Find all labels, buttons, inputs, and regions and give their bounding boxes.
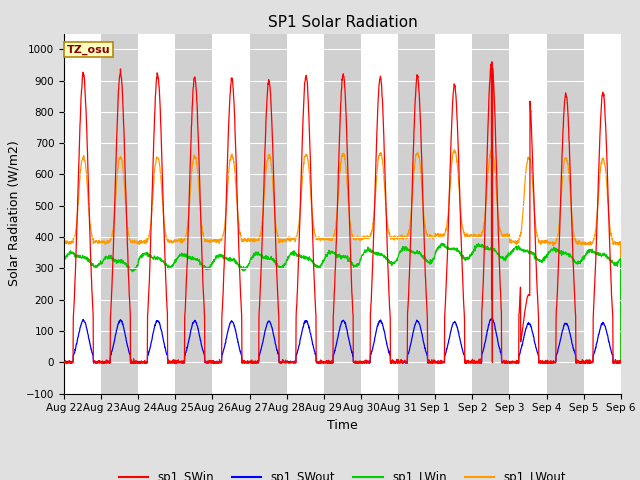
Legend: sp1_SWin, sp1_SWout, sp1_LWin, sp1_LWout: sp1_SWin, sp1_SWout, sp1_LWin, sp1_LWout: [114, 466, 571, 480]
Bar: [250, 34, 287, 394]
Bar: [175, 34, 212, 394]
Title: SP1 Solar Radiation: SP1 Solar Radiation: [268, 15, 417, 30]
Y-axis label: Solar Radiation (W/m2): Solar Radiation (W/m2): [7, 141, 20, 287]
Bar: [547, 34, 584, 394]
Bar: [324, 34, 361, 394]
Text: TZ_osu: TZ_osu: [67, 44, 111, 55]
Bar: [472, 34, 509, 394]
X-axis label: Time: Time: [327, 419, 358, 432]
Bar: [101, 34, 138, 394]
Bar: [398, 34, 435, 394]
